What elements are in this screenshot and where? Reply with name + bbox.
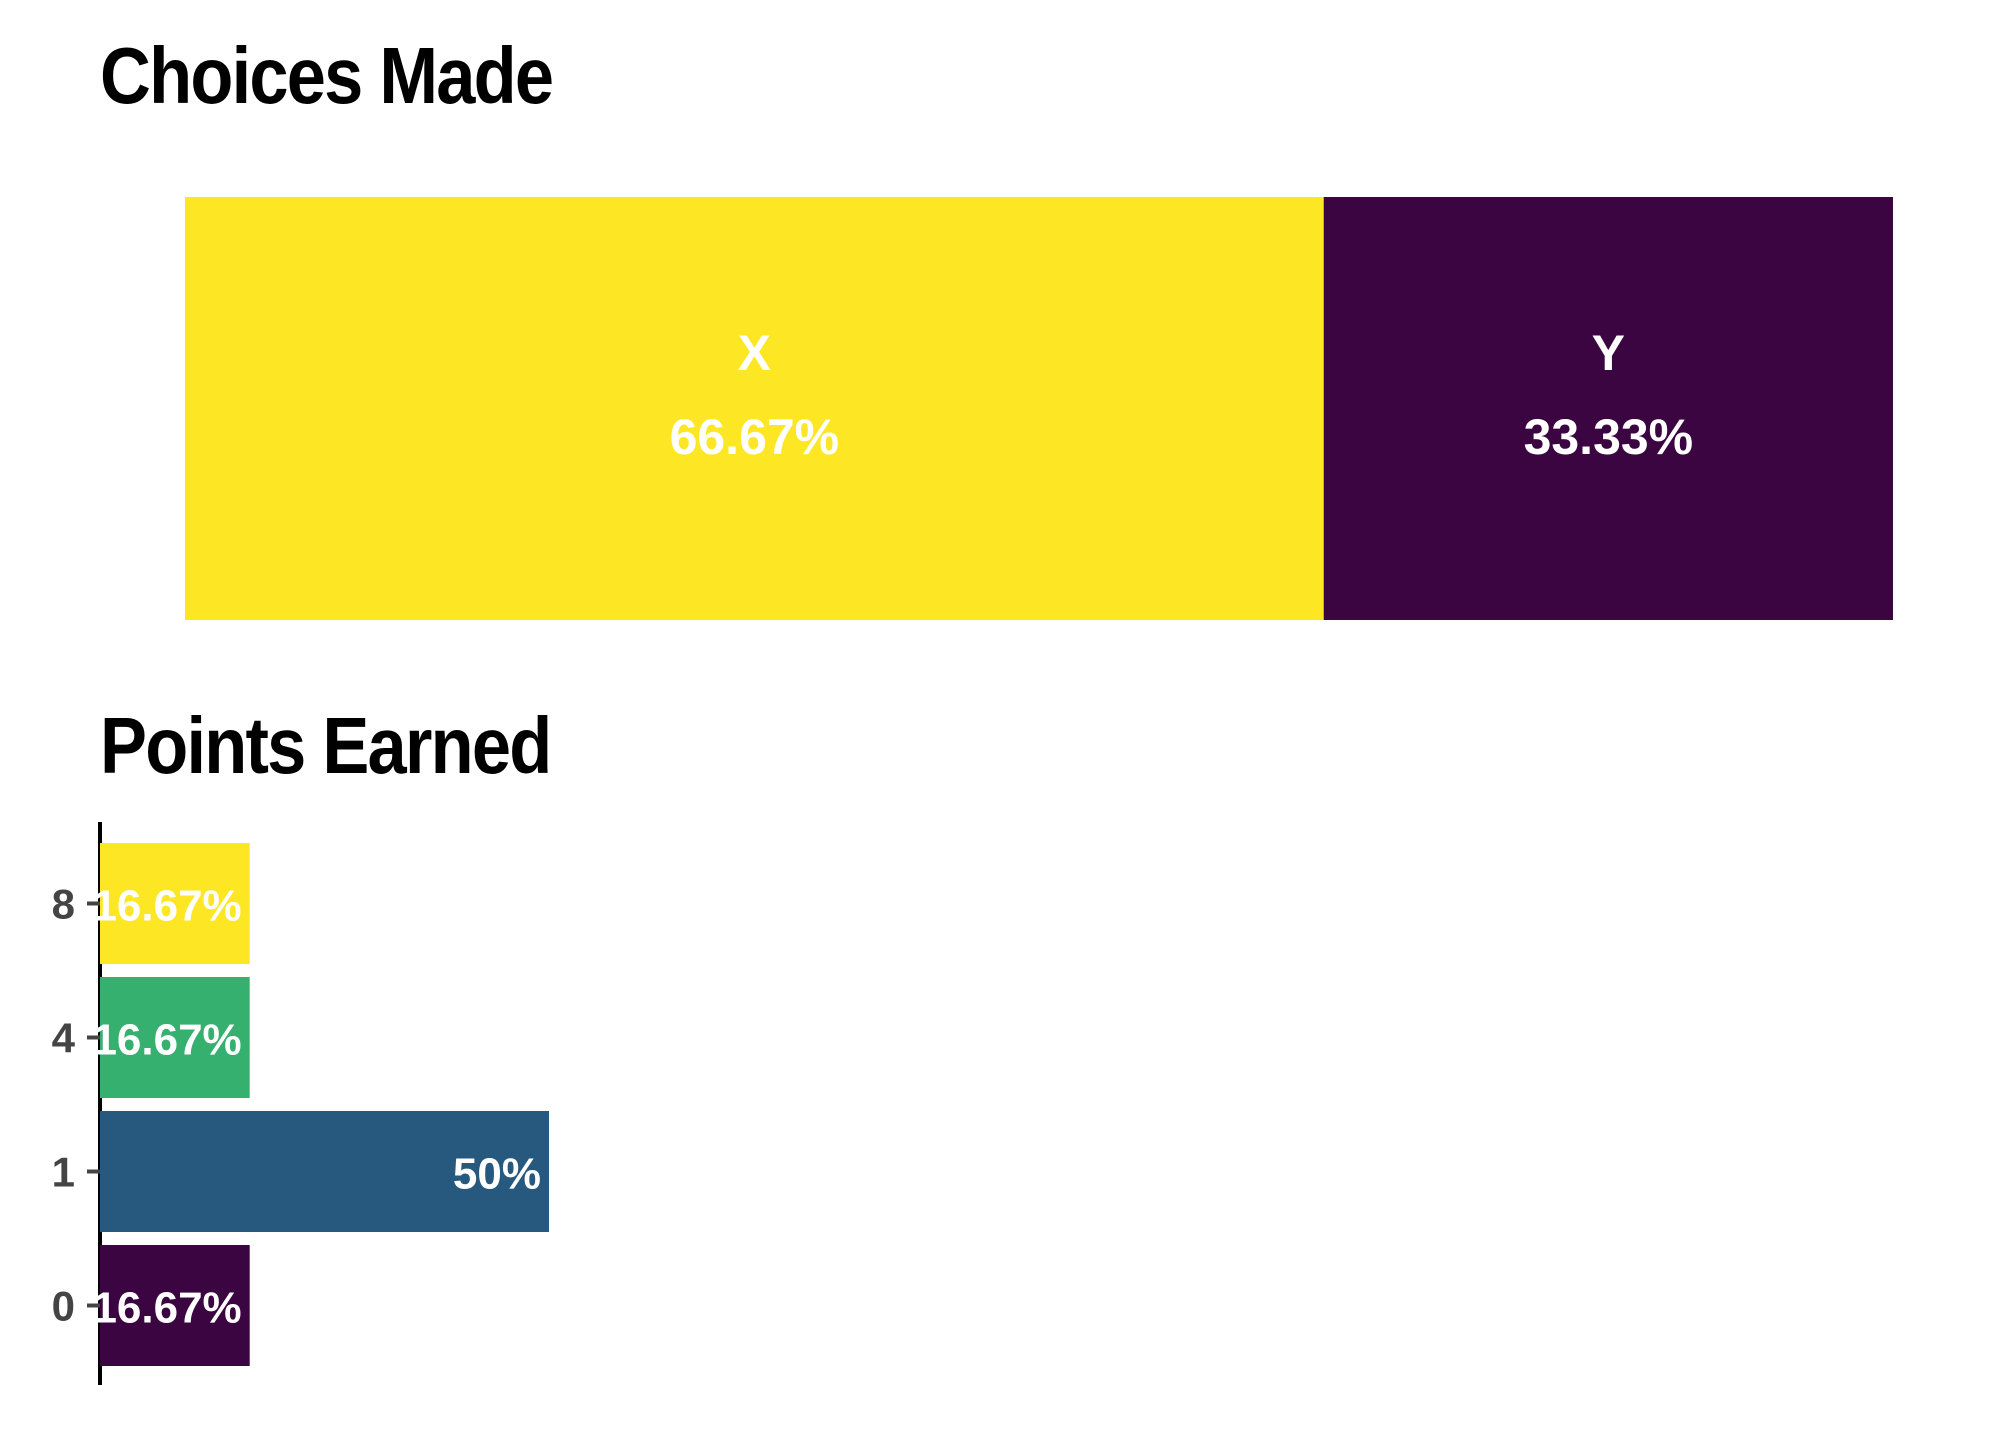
- choice-bar-y: [1323, 197, 1893, 620]
- choice-bar-x: [185, 197, 1324, 620]
- points-value-label: 16.67%: [92, 1284, 241, 1333]
- y-tick-label: 8: [52, 881, 75, 928]
- points-bar-0: [100, 1245, 250, 1366]
- choice-category-label: Y: [1592, 325, 1625, 381]
- choice-category-label: X: [738, 325, 771, 381]
- points-value-label: 16.67%: [92, 1016, 241, 1065]
- points-value-label: 16.67%: [92, 882, 241, 931]
- choice-value-label: 33.33%: [1524, 409, 1694, 465]
- y-tick-label: 4: [52, 1015, 76, 1062]
- points-bar-4: [100, 977, 250, 1098]
- choices-made-chart: X 66.67% Y 33.33%: [185, 197, 1893, 620]
- y-tick-label: 0: [52, 1283, 75, 1330]
- y-tick-label: 1: [52, 1149, 75, 1196]
- choices-made-title: Choices Made: [100, 31, 554, 120]
- points-earned-title: Points Earned: [100, 701, 552, 790]
- choice-value-label: 66.67%: [670, 409, 840, 465]
- points-value-label: 50%: [453, 1150, 541, 1199]
- points-bar-8: [100, 843, 250, 964]
- points-bar-1: [100, 1111, 549, 1232]
